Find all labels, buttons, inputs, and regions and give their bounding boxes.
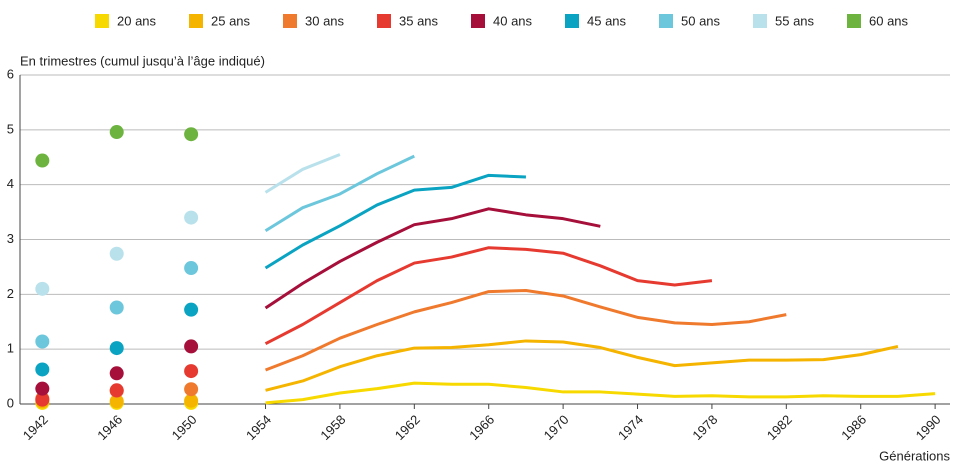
legend-label: 60 ans <box>869 13 909 28</box>
legend-swatch <box>377 14 391 28</box>
legend-label: 25 ans <box>211 13 251 28</box>
legend-swatch <box>471 14 485 28</box>
y-tick-label: 4 <box>7 176 14 191</box>
x-tick-label: 1986 <box>838 412 869 443</box>
series-dot <box>184 393 199 408</box>
series-dot <box>184 210 199 225</box>
series-line <box>264 154 415 233</box>
x-tick-label: 1978 <box>689 412 720 443</box>
x-tick-label: 1942 <box>20 412 51 443</box>
series-dot <box>109 246 124 261</box>
series-dot <box>184 302 199 317</box>
legend-label: 20 ans <box>117 13 157 28</box>
x-tick-label: 1946 <box>94 412 125 443</box>
series-line <box>264 153 341 194</box>
series-dot <box>109 300 124 315</box>
y-tick-label: 0 <box>7 395 14 410</box>
series-dot <box>109 366 124 381</box>
legend-swatch <box>189 14 203 28</box>
series-dot <box>35 381 50 396</box>
x-tick-label: 1962 <box>392 412 423 443</box>
series-dot <box>35 362 50 377</box>
series-line <box>264 246 713 346</box>
series-line <box>265 339 899 392</box>
series-dot <box>184 364 199 379</box>
legend-swatch <box>753 14 767 28</box>
x-tick-label: 1958 <box>317 412 348 443</box>
legend-label: 55 ans <box>775 13 815 28</box>
series-dot <box>184 339 199 354</box>
legend-label: 35 ans <box>399 13 439 28</box>
x-tick-label: 1982 <box>764 412 795 443</box>
series-line <box>264 173 526 270</box>
series-dot <box>35 392 50 407</box>
legend-swatch <box>847 14 861 28</box>
series-dot <box>109 394 124 409</box>
y-tick-label: 6 <box>7 66 14 81</box>
series-line <box>264 207 601 310</box>
series-dot <box>35 281 50 296</box>
x-tick-label: 1954 <box>243 412 274 443</box>
x-tick-label: 1966 <box>466 412 497 443</box>
y-tick-label: 5 <box>7 121 14 136</box>
x-tick-label: 1950 <box>169 412 200 443</box>
series-dot <box>109 341 124 356</box>
series-dot <box>184 261 199 276</box>
legend-label: 30 ans <box>305 13 345 28</box>
legend-swatch <box>659 14 673 28</box>
legend-label: 50 ans <box>681 13 721 28</box>
x-tick-label: 1974 <box>615 412 646 443</box>
series-dot <box>35 334 50 349</box>
x-tick-label: 1970 <box>541 412 572 443</box>
y-axis-label: En trimestres (cumul jusqu’à l’âge indiq… <box>20 53 265 68</box>
y-tick-label: 1 <box>7 341 14 356</box>
legend-swatch <box>565 14 579 28</box>
legend-swatch <box>95 14 109 28</box>
x-tick-label: 1990 <box>913 412 944 443</box>
series-dot <box>184 382 199 397</box>
legend-swatch <box>283 14 297 28</box>
series-dot <box>184 127 199 142</box>
series-dot <box>35 153 50 168</box>
series-dot <box>109 125 124 140</box>
y-tick-label: 2 <box>7 286 14 301</box>
legend-label: 40 ans <box>493 13 533 28</box>
series-line <box>264 288 787 372</box>
series-line <box>265 381 936 405</box>
x-axis-label: Générations <box>879 448 950 463</box>
y-tick-label: 3 <box>7 231 14 246</box>
legend-label: 45 ans <box>587 13 627 28</box>
series-dot <box>109 383 124 398</box>
